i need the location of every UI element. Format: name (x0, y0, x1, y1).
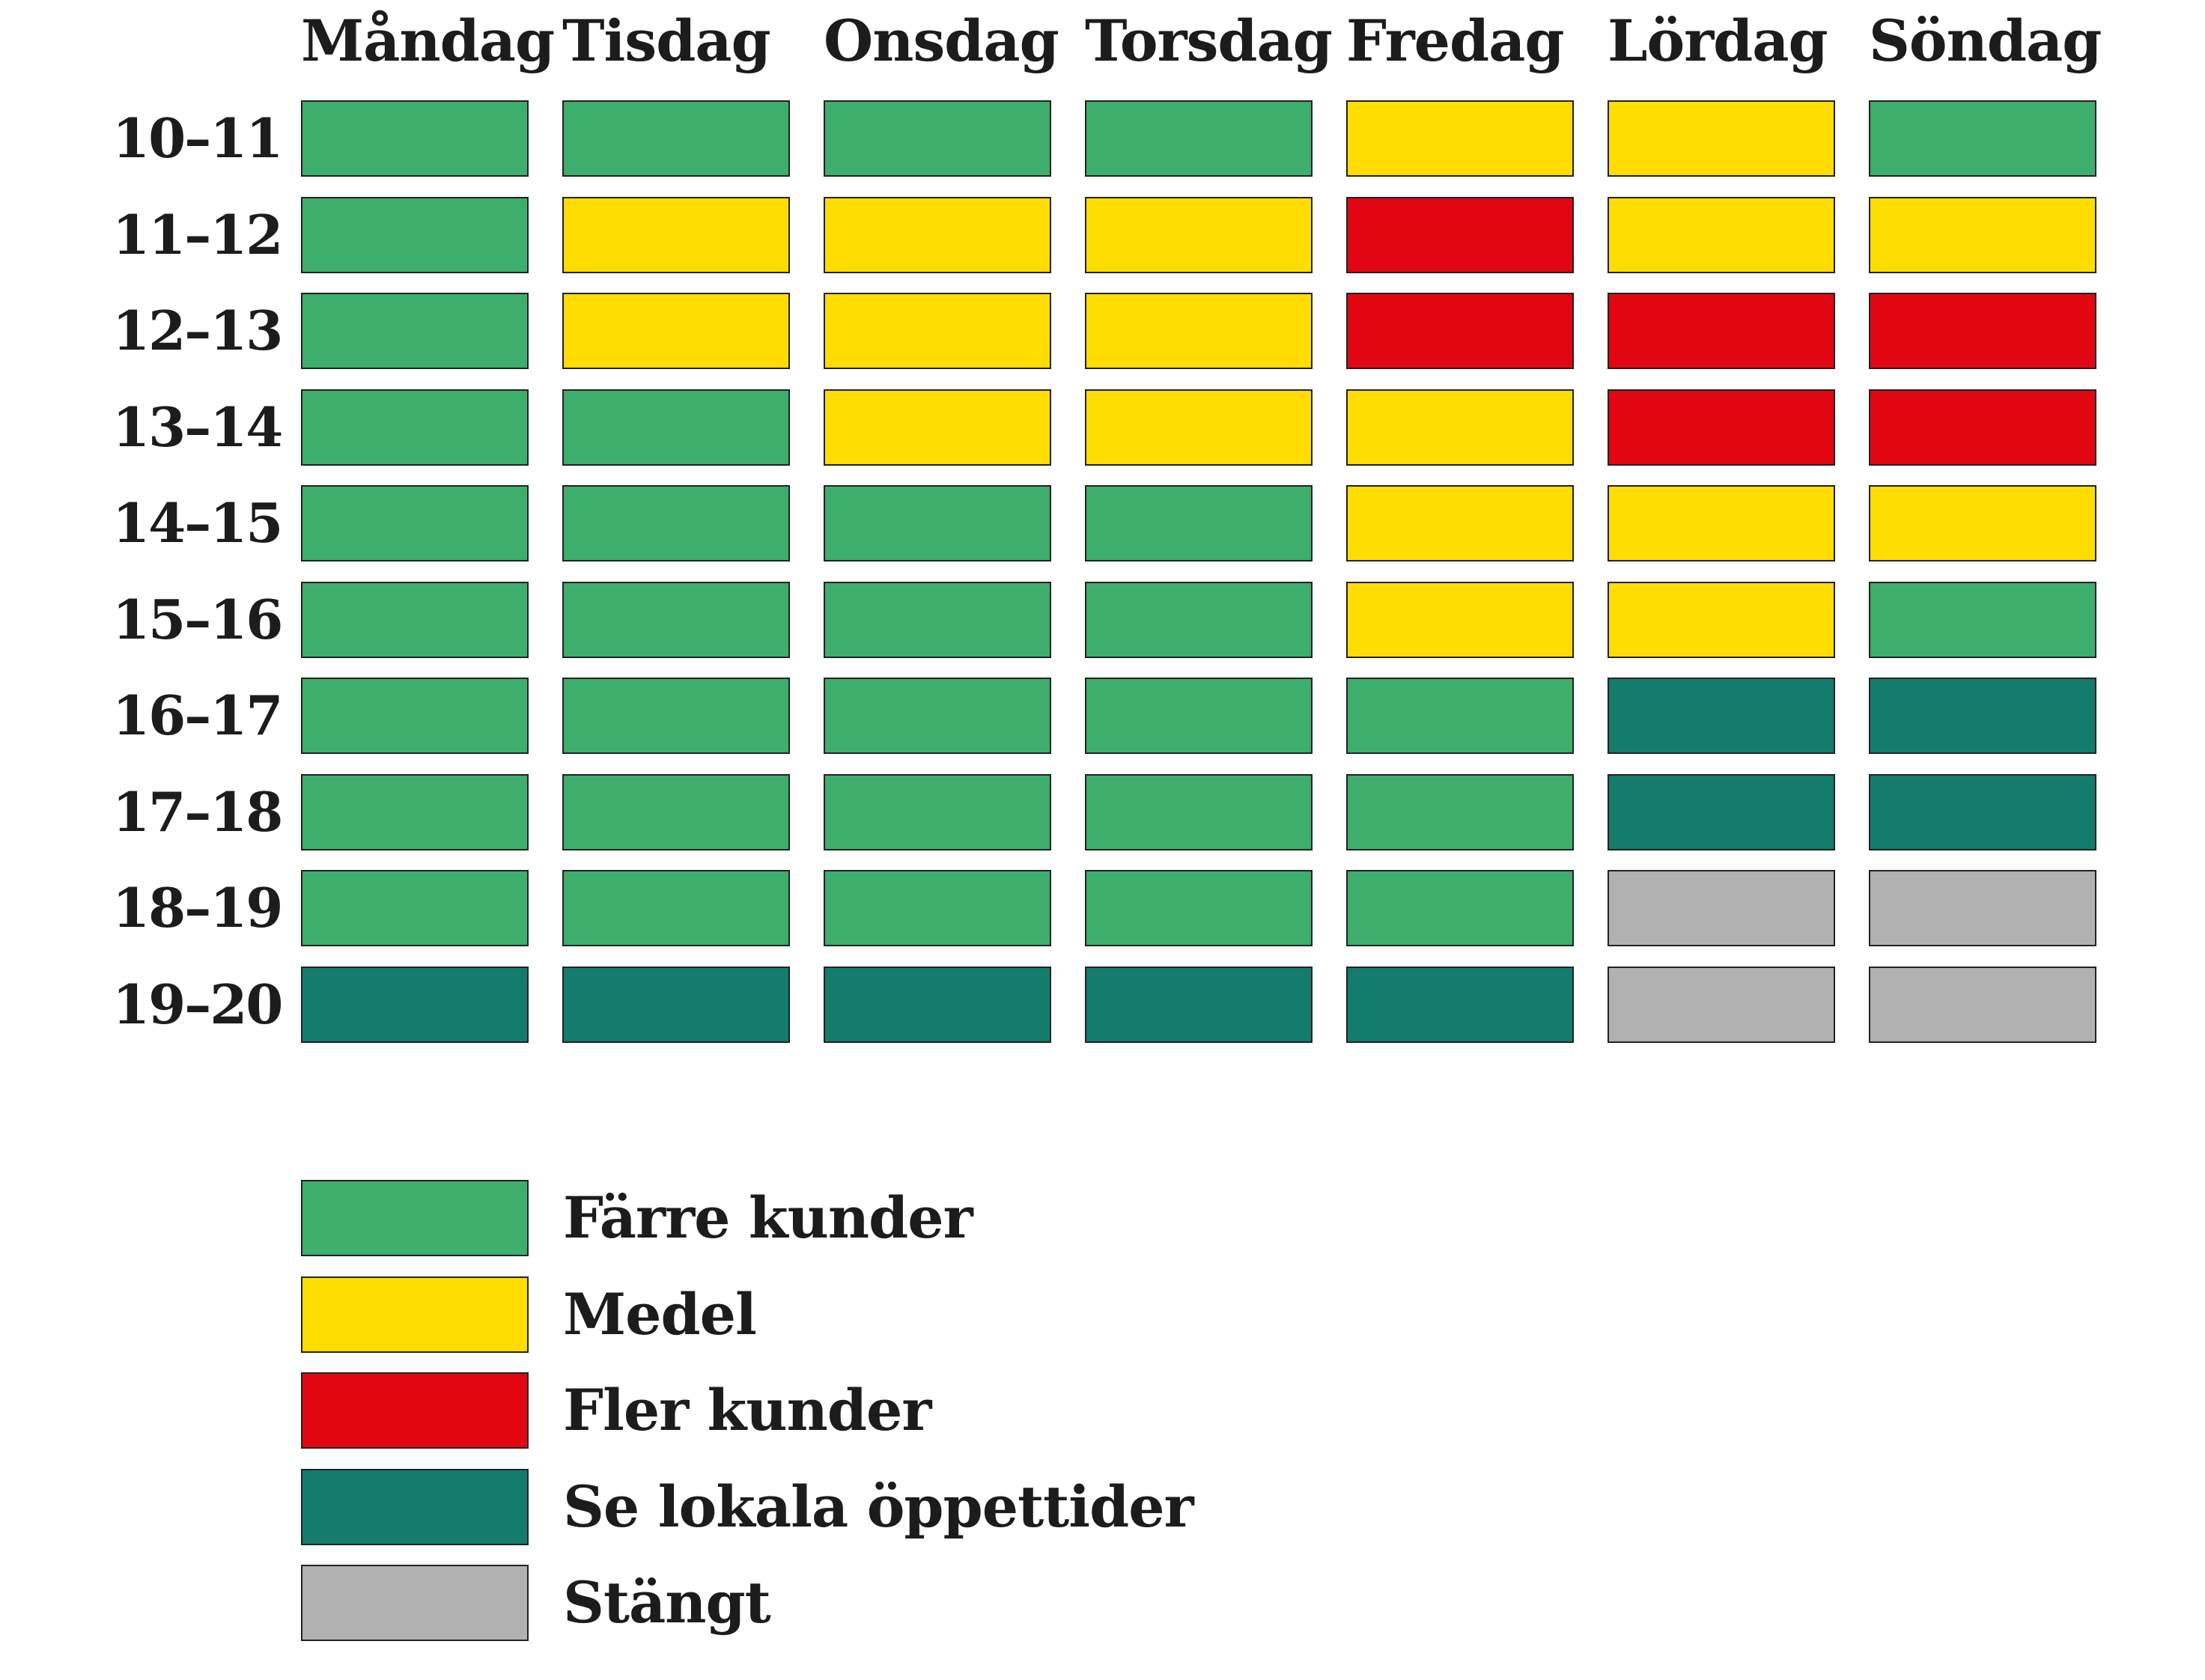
heatmap-cell (1608, 485, 1835, 561)
heatmap-cell (562, 485, 790, 561)
heatmap-cell (1085, 773, 1313, 850)
hour-label: 13–14 (112, 395, 283, 459)
heatmap-cell (824, 966, 1051, 1043)
heatmap-cell (1085, 293, 1313, 369)
heatmap-cell (301, 293, 529, 369)
heatmap-cell (1608, 389, 1835, 466)
heatmap-cell (301, 581, 529, 658)
heatmap-cell (1869, 966, 2096, 1043)
heatmap-cell (1869, 678, 2096, 754)
heatmap-cell (1346, 773, 1574, 850)
heatmap-cell (1085, 196, 1313, 273)
heatmap-cell (824, 389, 1051, 466)
heatmap-cell (301, 678, 529, 754)
heatmap-cell (562, 870, 790, 946)
heatmap-cell (1869, 100, 2096, 177)
heatmap-cell (1346, 100, 1574, 177)
heatmap-cell (301, 389, 529, 466)
heatmap-cell (1869, 485, 2096, 561)
hour-label: 16–17 (112, 684, 283, 747)
heatmap-cell (562, 389, 790, 466)
hour-label: 10–11 (112, 106, 283, 170)
heatmap-cell (562, 196, 790, 273)
day-label: Måndag (301, 7, 555, 74)
heatmap-cell (824, 870, 1051, 946)
heatmap-cell (1085, 581, 1313, 658)
hour-label: 14–15 (112, 491, 283, 555)
hour-label: 18–19 (112, 876, 283, 940)
heatmap-cell (1608, 870, 1835, 946)
heatmap-cell (1869, 293, 2096, 369)
heatmap-cell (1346, 293, 1574, 369)
legend-label: Fler kunder (563, 1377, 931, 1443)
legend-label: Stängt (563, 1569, 771, 1636)
heatmap-cell (301, 196, 529, 273)
heatmap-cell (562, 581, 790, 658)
heatmap-cell (1085, 966, 1313, 1043)
heatmap-cell (1085, 485, 1313, 561)
heatmap-cell (824, 678, 1051, 754)
heatmap-cell (1085, 389, 1313, 466)
legend-swatch (301, 1276, 529, 1353)
day-label: Tisdag (562, 7, 771, 74)
heatmap-cell (1346, 870, 1574, 946)
heatmap-cell (1346, 966, 1574, 1043)
day-label: Lördag (1608, 7, 1828, 74)
heatmap-cell (562, 100, 790, 177)
heatmap-cell (1869, 870, 2096, 946)
hour-label: 12–13 (112, 299, 283, 362)
legend-swatch (301, 1468, 529, 1545)
heatmap-cell (301, 100, 529, 177)
heatmap-cell (1608, 773, 1835, 850)
heatmap-cell (1869, 389, 2096, 466)
heatmap-cell (562, 966, 790, 1043)
day-label: Fredag (1346, 7, 1565, 74)
heatmap-cell (1608, 293, 1835, 369)
heatmap-cell (1869, 581, 2096, 658)
heatmap-cell (824, 773, 1051, 850)
heatmap-cell (562, 773, 790, 850)
heatmap-cell (562, 678, 790, 754)
heatmap-cell (1608, 678, 1835, 754)
heatmap-cell (1085, 100, 1313, 177)
heatmap-cell (1346, 581, 1574, 658)
legend-swatch (301, 1372, 529, 1449)
legend-label: Färre kunder (563, 1184, 973, 1251)
hour-label: 11–12 (112, 202, 283, 267)
day-label: Onsdag (824, 7, 1059, 74)
heatmap-cell (1608, 581, 1835, 658)
legend-label: Se lokala öppettider (563, 1473, 1194, 1540)
hour-label: 17–18 (112, 779, 283, 844)
heatmap-cell (824, 485, 1051, 561)
heatmap-cell (1085, 678, 1313, 754)
heatmap-cell (562, 293, 790, 369)
heatmap-cell (1346, 389, 1574, 466)
heatmap-cell (824, 196, 1051, 273)
heatmap-cell (824, 100, 1051, 177)
heatmap-cell (1608, 100, 1835, 177)
legend-label: Medel (563, 1280, 757, 1348)
heatmap-cell (301, 966, 529, 1043)
legend-swatch (301, 1565, 529, 1641)
heatmap-cell (1608, 966, 1835, 1043)
heatmap-cell (824, 581, 1051, 658)
heatmap-cell (1869, 196, 2096, 273)
heatmap-cell (1608, 196, 1835, 273)
heatmap-cell (301, 773, 529, 850)
heatmap-cell (824, 293, 1051, 369)
heatmap-cell (301, 870, 529, 946)
heatmap-cell (1346, 678, 1574, 754)
heatmap-cell (1346, 485, 1574, 561)
day-label: Söndag (1869, 7, 2102, 74)
heatmap-cell (1085, 870, 1313, 946)
legend-swatch (301, 1180, 529, 1256)
day-label: Torsdag (1085, 7, 1333, 74)
heatmap-cell (1869, 773, 2096, 850)
hour-label: 15–16 (112, 587, 283, 651)
heatmap-cell (1346, 196, 1574, 273)
heatmap-cell (301, 485, 529, 561)
hour-label: 19–20 (112, 972, 283, 1036)
